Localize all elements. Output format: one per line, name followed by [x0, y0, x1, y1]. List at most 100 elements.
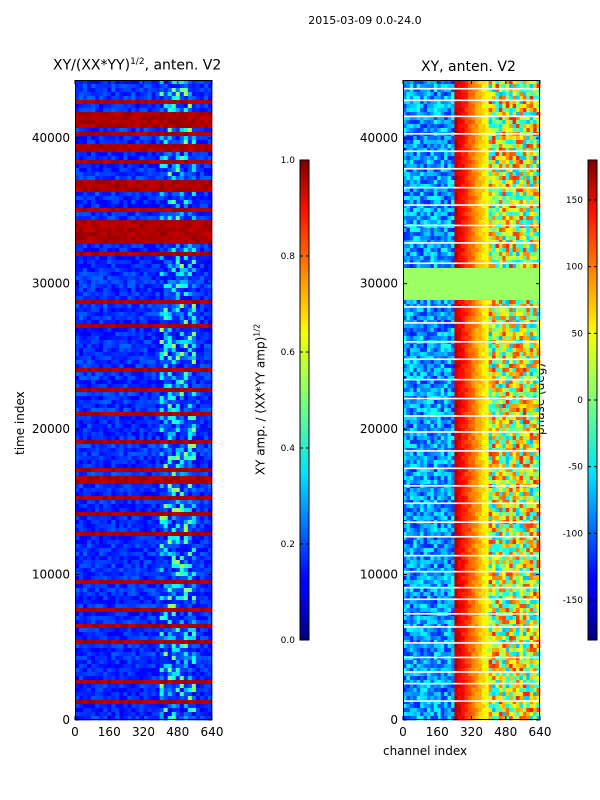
panel1-cell	[151, 176, 156, 181]
panel1-cell	[199, 380, 205, 385]
panel1-cell	[107, 620, 112, 625]
panel1-cell	[127, 140, 132, 145]
panel1-cell	[199, 536, 205, 541]
panel1-cell	[175, 484, 181, 489]
panel1-cell	[87, 592, 92, 597]
panel1-cell	[75, 552, 80, 557]
panel1-cell	[83, 192, 88, 197]
panel1-cell	[119, 408, 124, 413]
panel1-cell	[183, 292, 189, 297]
panel1-cell	[115, 548, 120, 553]
panel1-cell	[135, 112, 140, 117]
panel1-cell	[115, 92, 120, 97]
panel1-cell	[195, 424, 201, 429]
panel1-cell	[119, 284, 124, 289]
panel1-cell	[207, 420, 213, 425]
panel1-cell	[143, 92, 148, 97]
panel1-cell	[95, 500, 100, 505]
panel1-cell	[163, 444, 169, 449]
panel1-cell	[131, 244, 136, 249]
panel1-cell	[75, 316, 80, 321]
panel1-cell	[159, 396, 165, 401]
panel1-cell	[199, 588, 205, 593]
panel1-cell	[111, 608, 116, 613]
panel1-cell	[119, 492, 124, 497]
panel1-cell	[179, 88, 185, 93]
panel1-cell	[147, 392, 152, 397]
panel1-cell	[143, 220, 148, 225]
panel1-cell	[187, 612, 193, 617]
panel1-cell	[147, 408, 152, 413]
panel1-cell	[103, 344, 108, 349]
panel1-cell	[167, 108, 173, 113]
panel1-cell	[107, 420, 112, 425]
panel1-cell	[143, 352, 148, 357]
panel1-cell	[107, 524, 112, 529]
panel1-cell	[111, 320, 116, 325]
panel1-cell	[83, 180, 88, 185]
panel1-cell	[115, 364, 120, 369]
panel1-cell	[143, 488, 148, 493]
panel1-cell	[87, 304, 92, 309]
panel1-cell	[155, 324, 161, 329]
panel1-cell	[107, 424, 112, 429]
panel1-cell	[119, 300, 124, 305]
panel1-cell	[199, 188, 205, 193]
panel1-cell	[143, 316, 148, 321]
panel1-cell	[175, 284, 181, 289]
panel1-cell	[83, 624, 88, 629]
panel1-cell	[195, 488, 201, 493]
panel1-cell	[115, 524, 120, 529]
panel1-cell	[79, 644, 84, 649]
panel1-cell	[171, 528, 177, 533]
panel1-cell	[115, 140, 120, 145]
panel1-cell	[111, 328, 116, 333]
panel1-cell	[75, 160, 80, 165]
panel1-cell	[83, 340, 88, 345]
panel1-cell	[103, 208, 108, 213]
panel1-cell	[199, 488, 205, 493]
panel1-cell	[151, 392, 156, 397]
panel1-cell	[139, 244, 144, 249]
panel1-cell	[91, 192, 96, 197]
panel1-cell	[143, 192, 148, 197]
panel1-cell	[83, 412, 88, 417]
panel1-cell	[151, 596, 156, 601]
panel1-cell	[99, 416, 104, 421]
panel1-cell	[171, 516, 177, 521]
panel1-cell	[135, 128, 140, 133]
panel1-cell	[115, 420, 120, 425]
panel1-cell	[127, 536, 132, 541]
panel1-cell	[107, 432, 112, 437]
panel1-cell	[107, 532, 112, 537]
panel1-cell	[195, 400, 201, 405]
panel1-cell	[151, 600, 156, 605]
panel1-cell	[115, 380, 120, 385]
panel1-cell	[111, 236, 116, 241]
panel1-cell	[143, 148, 148, 153]
panel1-cell	[195, 352, 201, 357]
panel1-cell	[103, 292, 108, 297]
panel1-cell	[143, 212, 148, 217]
panel1-cell	[203, 248, 209, 253]
panel1-cell	[167, 168, 173, 173]
panel1-cell	[191, 88, 197, 93]
panel1-cell	[139, 428, 144, 433]
panel1-cell	[151, 92, 156, 97]
panel1-cell	[119, 360, 124, 365]
panel1-cell	[167, 524, 173, 529]
panel1-cell	[183, 636, 189, 641]
panel1-cell	[111, 88, 116, 93]
panel1-cell	[191, 604, 197, 609]
panel1-cell	[111, 136, 116, 141]
panel1-cell	[111, 128, 116, 133]
panel1-cell	[159, 256, 165, 261]
panel1-cell	[151, 532, 156, 537]
panel1-cell	[171, 464, 177, 469]
panel1-cell	[159, 560, 165, 565]
panel1-cell	[195, 160, 201, 165]
panel1-cell	[159, 340, 165, 345]
panel1-cell	[95, 284, 100, 289]
panel1-cell	[159, 568, 165, 573]
panel1-cell	[203, 608, 209, 613]
